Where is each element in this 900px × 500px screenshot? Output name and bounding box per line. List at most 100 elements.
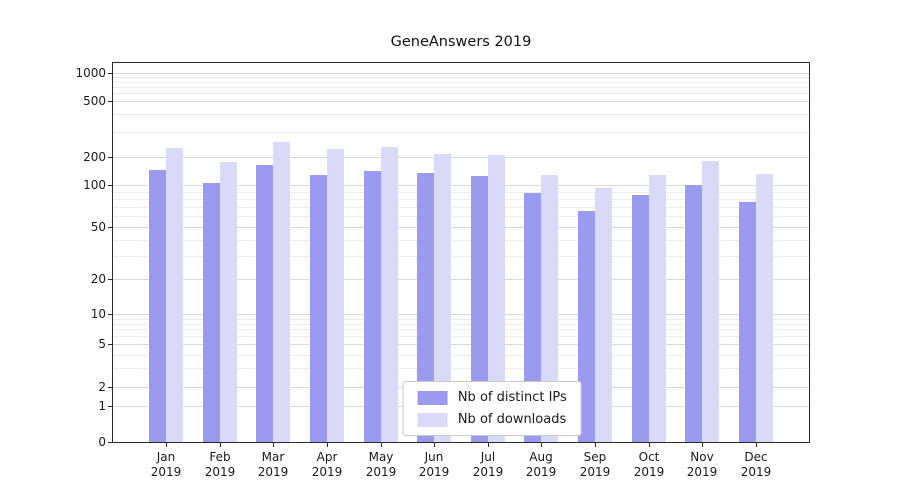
y-tick-mark xyxy=(108,73,112,74)
bar-nb-of-distinct-ips-apr xyxy=(310,175,327,442)
legend-item-downloads: Nb of downloads xyxy=(417,412,567,427)
x-tick-label: Dec 2019 xyxy=(740,450,772,479)
x-tick-label: Feb 2019 xyxy=(204,450,236,479)
bar-nb-of-downloads-apr xyxy=(327,149,344,442)
x-tick-label: Oct 2019 xyxy=(633,450,665,479)
x-tick-label: Jan 2019 xyxy=(150,450,182,479)
y-tick-mark xyxy=(108,344,112,345)
major-gridline xyxy=(113,314,809,315)
x-tick-label: Aug 2019 xyxy=(525,450,557,479)
y-tick-mark xyxy=(108,387,112,388)
x-tick-label: May 2019 xyxy=(365,450,397,479)
x-tick-mark xyxy=(273,443,274,447)
bar-nb-of-downloads-feb xyxy=(220,162,237,442)
major-gridline xyxy=(113,279,809,280)
y-tick-label: 2 xyxy=(98,380,106,394)
bar-nb-of-distinct-ips-mar xyxy=(256,165,273,442)
y-tick-mark xyxy=(108,157,112,158)
x-tick-mark xyxy=(488,443,489,447)
minor-gridline xyxy=(113,87,809,88)
minor-gridline xyxy=(113,199,809,200)
minor-gridline xyxy=(113,114,809,115)
bar-nb-of-distinct-ips-may xyxy=(364,171,381,442)
x-tick-mark xyxy=(541,443,542,447)
minor-gridline xyxy=(113,77,809,78)
bar-nb-of-distinct-ips-jul xyxy=(471,176,488,442)
y-tick-mark xyxy=(108,442,112,443)
minor-gridline xyxy=(113,256,809,257)
y-tick-label: 200 xyxy=(83,150,106,164)
chart-title: GeneAnswers 2019 xyxy=(390,34,532,50)
bar-nb-of-distinct-ips-nov xyxy=(685,185,702,442)
x-tick-mark xyxy=(381,443,382,447)
x-tick-label: Mar 2019 xyxy=(257,450,289,479)
bar-nb-of-distinct-ips-feb xyxy=(203,183,220,442)
minor-gridline xyxy=(113,207,809,208)
legend-label-distinct-ips: Nb of distinct IPs xyxy=(457,390,567,405)
y-tick-mark xyxy=(108,227,112,228)
x-tick-mark xyxy=(649,443,650,447)
legend-swatch-downloads xyxy=(417,412,448,427)
major-gridline xyxy=(113,185,809,186)
minor-gridline xyxy=(113,192,809,193)
legend-item-distinct-ips: Nb of distinct IPs xyxy=(417,390,567,405)
plot-area: Nb of distinct IPs Nb of downloads xyxy=(112,62,810,443)
x-tick-mark xyxy=(220,443,221,447)
y-tick-label: 50 xyxy=(90,220,106,234)
bar-nb-of-downloads-may xyxy=(381,147,398,442)
y-tick-label: 1 xyxy=(98,399,106,413)
minor-gridline xyxy=(113,355,809,356)
minor-gridline xyxy=(113,82,809,83)
legend-label-downloads: Nb of downloads xyxy=(457,412,567,427)
y-tick-label: 500 xyxy=(83,94,106,108)
minor-gridline xyxy=(113,93,809,94)
bar-nb-of-downloads-dec xyxy=(756,174,773,442)
bar-nb-of-distinct-ips-dec xyxy=(739,202,756,442)
y-tick-label: 5 xyxy=(98,337,106,351)
bar-nb-of-distinct-ips-aug xyxy=(524,193,541,442)
y-tick-label: 100 xyxy=(83,178,106,192)
legend-swatch-distinct-ips xyxy=(417,390,448,405)
bar-nb-of-distinct-ips-sep xyxy=(578,211,595,442)
minor-gridline xyxy=(113,329,809,330)
y-tick-label: 0 xyxy=(98,435,106,449)
y-tick-mark xyxy=(108,406,112,407)
x-tick-label: Apr 2019 xyxy=(311,450,343,479)
bar-nb-of-distinct-ips-oct xyxy=(632,195,649,442)
bar-nb-of-downloads-aug xyxy=(541,175,558,442)
bar-nb-of-downloads-nov xyxy=(702,161,719,442)
bar-nb-of-downloads-jun xyxy=(434,154,451,442)
major-gridline xyxy=(113,157,809,158)
y-tick-mark xyxy=(108,101,112,102)
y-tick-mark xyxy=(108,185,112,186)
x-tick-label: Sep 2019 xyxy=(579,450,611,479)
major-gridline xyxy=(113,344,809,345)
bar-nb-of-downloads-jan xyxy=(166,148,183,442)
y-tick-label: 1000 xyxy=(75,66,106,80)
y-axis-labels: 0 1 2 5 10 20 50 100 200 500 1000 xyxy=(0,63,106,449)
minor-gridline xyxy=(113,368,809,369)
minor-gridline xyxy=(113,336,809,337)
legend: Nb of distinct IPs Nb of downloads xyxy=(402,381,582,436)
bar-nb-of-downloads-sep xyxy=(595,188,612,442)
bar-nb-of-downloads-mar xyxy=(273,142,290,442)
minor-gridline xyxy=(113,319,809,320)
x-tick-label: Jul 2019 xyxy=(472,450,504,479)
y-tick-label: 10 xyxy=(90,307,106,321)
x-tick-label: Jun 2019 xyxy=(418,450,450,479)
x-tick-mark xyxy=(702,443,703,447)
major-gridline xyxy=(113,101,809,102)
major-gridline xyxy=(113,227,809,228)
x-tick-mark xyxy=(434,443,435,447)
bar-nb-of-downloads-jul xyxy=(488,155,505,442)
minor-gridline xyxy=(113,240,809,241)
bar-nb-of-downloads-oct xyxy=(649,175,666,442)
major-gridline xyxy=(113,73,809,74)
bar-nb-of-distinct-ips-jun xyxy=(417,173,434,442)
minor-gridline xyxy=(113,216,809,217)
x-tick-label: Nov 2019 xyxy=(686,450,718,479)
y-tick-mark xyxy=(108,279,112,280)
x-tick-mark xyxy=(756,443,757,447)
y-tick-label: 20 xyxy=(90,272,106,286)
